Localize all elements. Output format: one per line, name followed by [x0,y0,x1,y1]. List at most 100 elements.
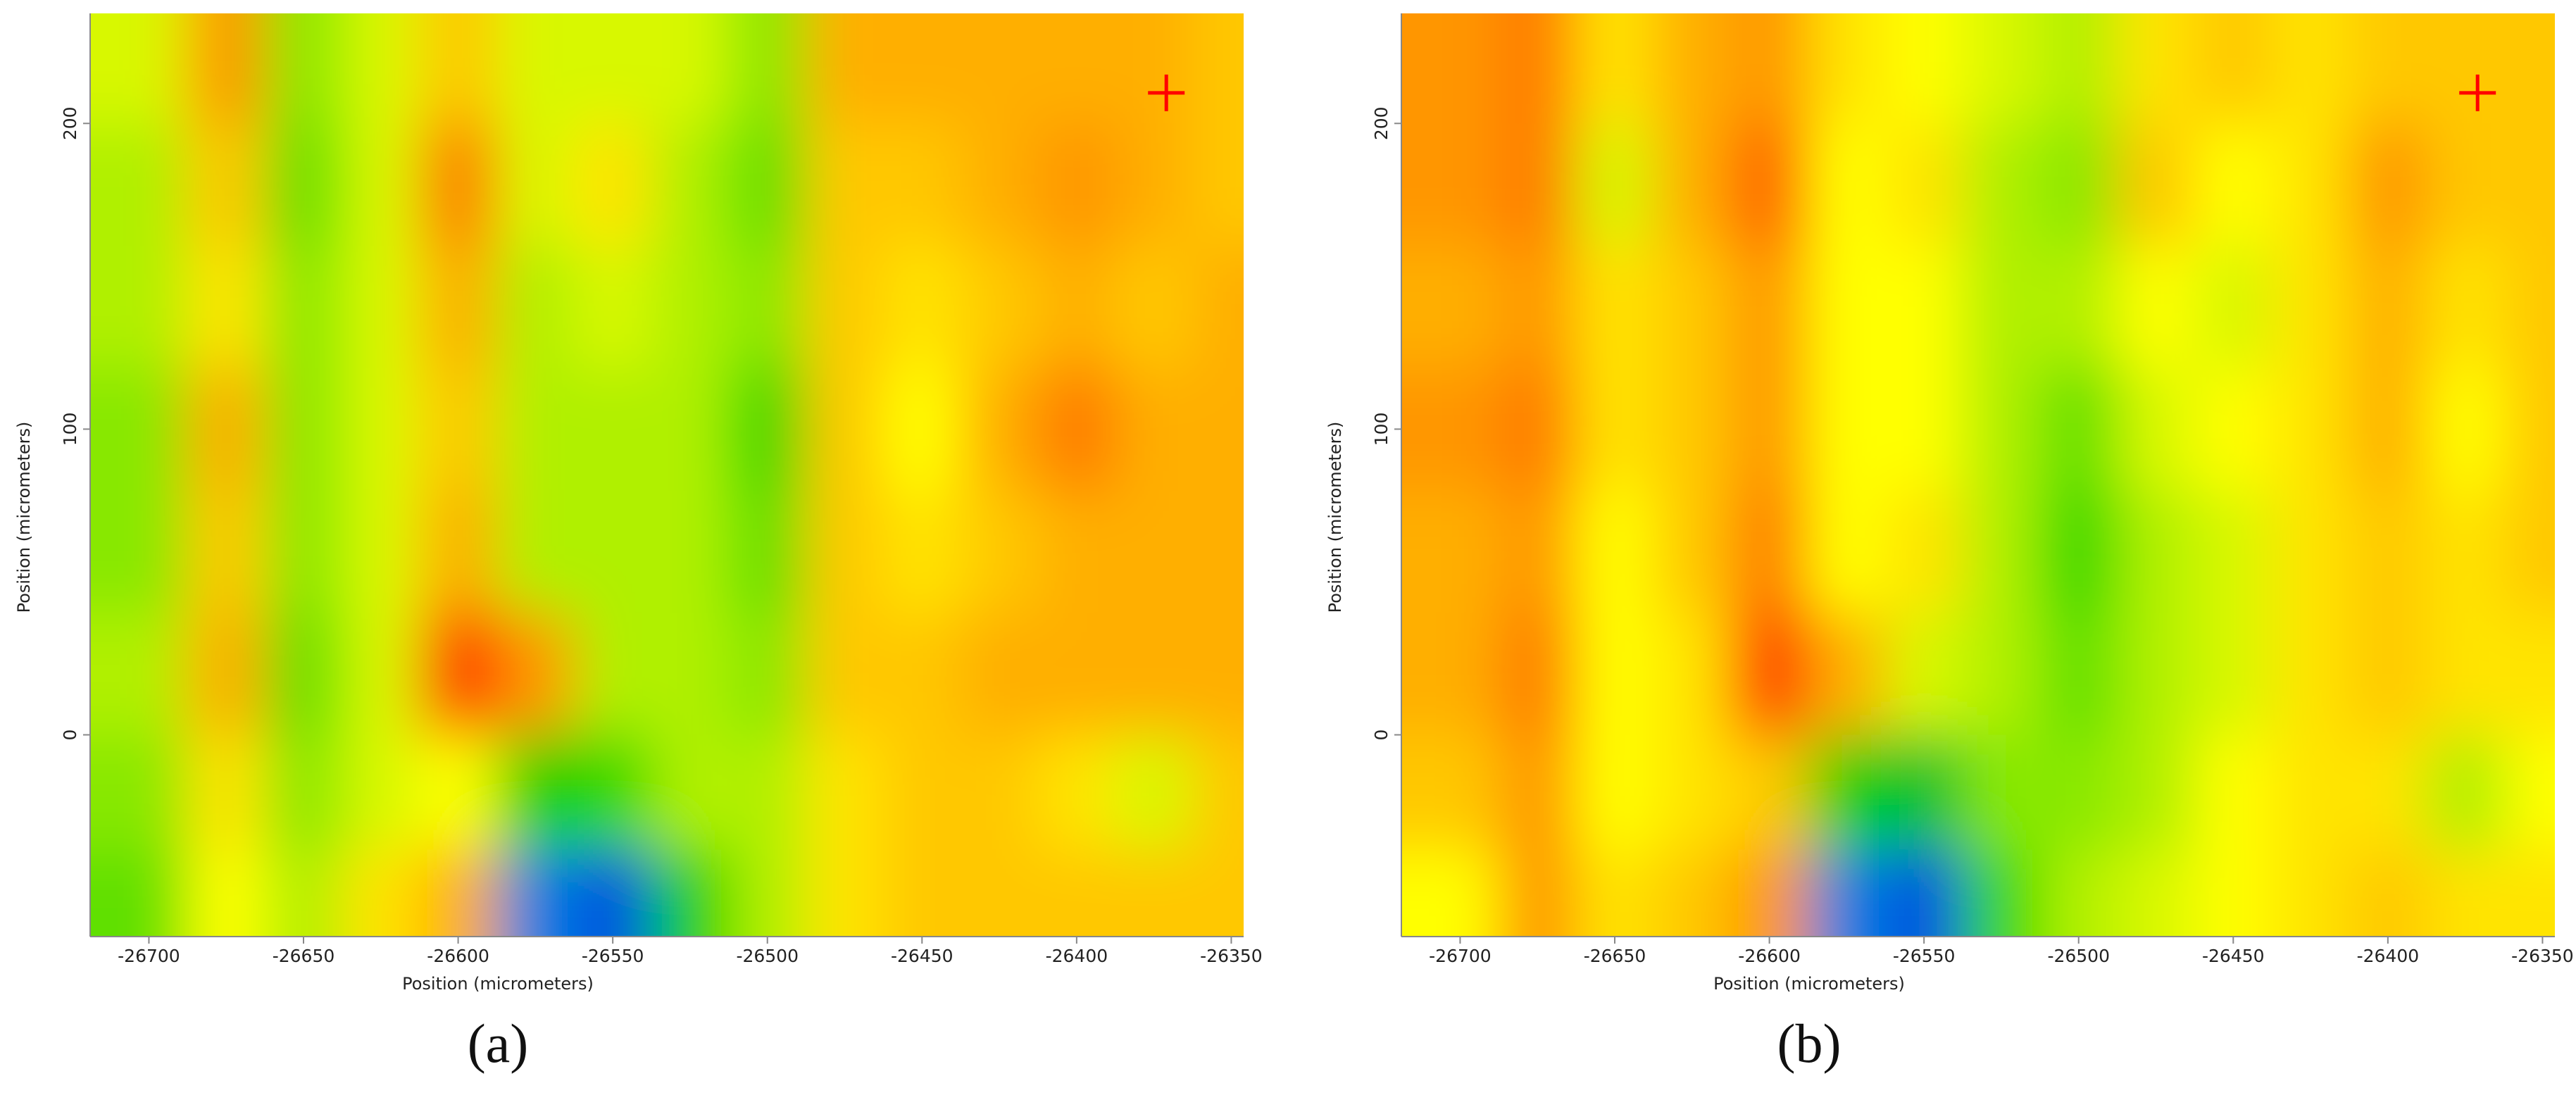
heat-cell [1885,368,1964,492]
heat-cell [2194,734,2273,851]
heat-cell [2117,490,2196,613]
heat-cell [1576,123,1654,246]
heat-cell [342,123,420,246]
x-axis-label: Position (micrometers) [402,974,594,994]
heat-cell [1115,13,1194,125]
heat-cell [90,13,189,125]
heat-cell [2426,13,2505,125]
heat-cell [651,612,730,736]
heat-cell [1401,123,1500,246]
heat-cell [419,245,498,369]
heat-cell [883,368,962,492]
heat-cell [187,245,266,369]
heat-cell [2272,734,2350,851]
heat-cell [2349,612,2427,736]
heatmap-cells [1401,13,2555,937]
heat-cell [651,245,730,369]
heat-cell [1192,123,1244,246]
heat-cell [1730,612,1809,736]
heat-cell [1499,849,1577,937]
heat-cell [1963,612,2041,736]
heat-cell [806,245,884,369]
heat-cell [2194,612,2273,736]
heat-cell [2426,490,2505,613]
heat-cell [1653,368,1732,492]
heat-cell [1808,245,1887,369]
heat-cell [419,123,498,246]
heat-cell [961,123,1039,246]
heat-cell [806,368,884,492]
x-tick-label: -26500 [2047,946,2110,966]
x-tick-label: -26600 [427,946,489,966]
x-tick-label: -26400 [1046,946,1108,966]
heat-cell [2426,734,2505,851]
heat-cell [574,612,653,736]
heat-cell [2272,490,2350,613]
heat-cell [651,368,730,492]
heat-cell [1653,245,1732,369]
heat-cell [1115,849,1194,937]
heat-cell [574,734,653,851]
heat-cell [883,123,962,246]
heat-cell [187,490,266,613]
heat-cell [342,849,420,937]
heat-cell [1037,612,1116,736]
heat-cell [1401,490,1500,613]
heat-cell [1808,490,1887,613]
heat-cell [2503,123,2555,246]
heat-cell [1885,13,1964,125]
heat-cell [883,734,962,851]
heat-cell [1192,734,1244,851]
heat-cell [1576,245,1654,369]
heat-cell [90,123,189,246]
heat-cell [1576,734,1654,851]
heat-cell [265,734,343,851]
heat-cell [1653,734,1732,851]
heat-cell [1730,13,1809,125]
heat-cell [419,734,498,851]
heatmap [1401,13,2555,937]
y-tick-label: 200 [1371,106,1392,140]
heat-cell [728,490,807,613]
heat-cell [1499,612,1577,736]
heat-cell [2426,612,2505,736]
heat-cell [1963,734,2041,851]
heat-cell [1037,13,1116,125]
heat-cell [1192,245,1244,369]
heat-cell [419,13,498,125]
heat-cell [1115,368,1194,492]
heat-cell [187,849,266,937]
heat-cell [2117,13,2196,125]
marker [2459,74,2496,111]
heat-cell [496,245,575,369]
heat-cell [1963,849,2041,937]
heat-cell [883,13,962,125]
heat-cell [2117,245,2196,369]
x-tick-label: -26450 [891,946,954,966]
heat-cell [2039,734,2118,851]
heat-cell [187,612,266,736]
heat-cell [187,123,266,246]
heatmap [90,13,1244,937]
heat-cell [419,849,498,937]
heat-cell [496,612,575,736]
heat-cell [1963,13,2041,125]
heat-cell [2039,245,2118,369]
heat-cell [1963,490,2041,613]
heat-cell [1401,368,1500,492]
heat-cell [1192,368,1244,492]
heat-cell [1192,849,1244,937]
heat-cell [1037,368,1116,492]
heat-cell [883,849,962,937]
heat-cell [1499,123,1577,246]
heat-cell [1576,368,1654,492]
heat-cell [1499,13,1577,125]
heat-cell [2349,490,2427,613]
heat-cell [2117,734,2196,851]
heat-cell [961,368,1039,492]
y-tick-label: 100 [1371,413,1392,446]
heat-cell [2039,13,2118,125]
heat-cell [1730,123,1809,246]
heat-cell [806,734,884,851]
